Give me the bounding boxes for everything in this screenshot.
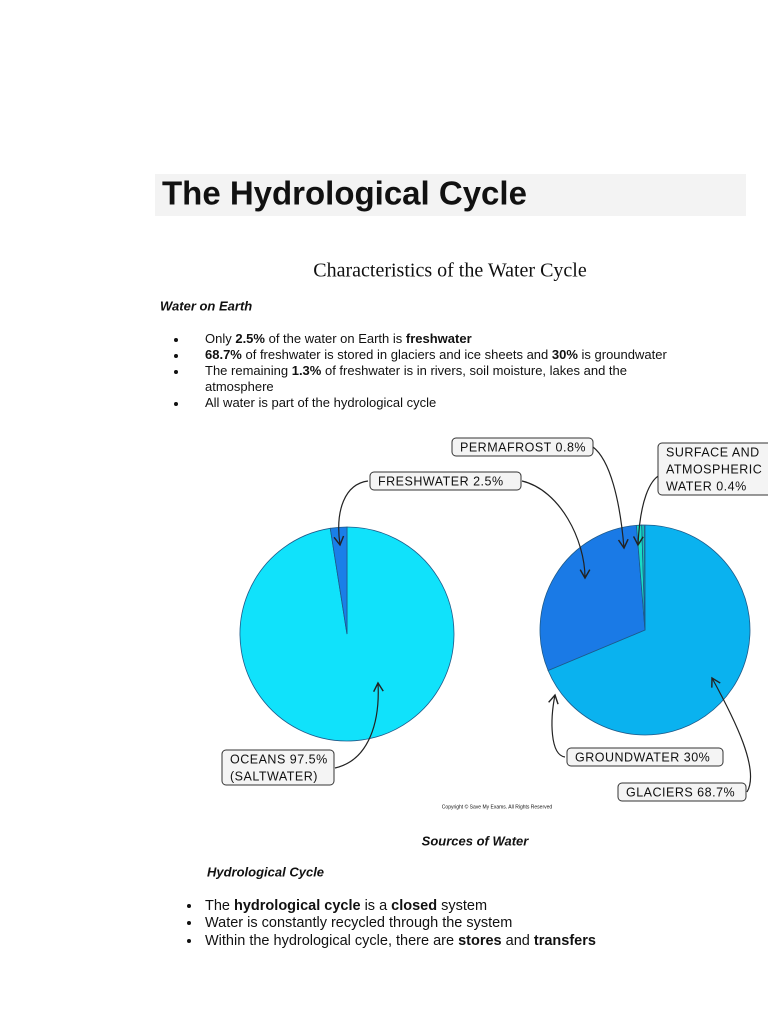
subtitle: Characteristics of the Water Cycle — [313, 260, 587, 282]
bullet-text: atmosphere — [205, 379, 274, 394]
bold-text: 2.5% — [235, 331, 265, 346]
bold-text: 68.7% — [205, 347, 242, 362]
section-heading: Water on Earth — [160, 298, 252, 313]
bullet-text: 68.7% of freshwater is stored in glacier… — [205, 347, 667, 362]
bullet-text: All water is part of the hydrological cy… — [205, 395, 436, 410]
bullet — [187, 921, 191, 925]
slice-label: ATMOSPHERIC — [666, 462, 762, 476]
label-box — [221, 749, 335, 786]
bullet — [174, 338, 178, 342]
label-box — [566, 747, 724, 767]
pie-slice — [641, 524, 646, 631]
bullet — [187, 904, 191, 908]
text: of freshwater is stored in glaciers and … — [242, 347, 552, 362]
label-box — [617, 782, 747, 802]
copyright: Copyright © Save My Exams. All Rights Re… — [442, 803, 553, 810]
figure-caption: Sources of Water — [422, 833, 530, 848]
bold-text: stores — [458, 933, 502, 949]
pie-slice — [239, 526, 455, 742]
text: Water is constantly recycled through the… — [205, 915, 512, 931]
text: All water is part of the hydrological cy… — [205, 395, 436, 410]
slice-label: FRESHWATER 2.5% — [378, 474, 504, 488]
slice-label: GROUNDWATER 30% — [575, 750, 710, 764]
bold-text: hydrological cycle — [234, 898, 361, 914]
bullet-text: Water is constantly recycled through the… — [205, 915, 512, 931]
bold-text: closed — [391, 898, 437, 914]
pie-slice — [539, 524, 646, 672]
bold-text: transfers — [534, 933, 596, 949]
text: The — [205, 898, 234, 914]
bullet-text: The hydrological cycle is a closed syste… — [205, 898, 487, 914]
text: The remaining — [205, 363, 292, 378]
label-box — [369, 471, 522, 491]
arrows — [333, 446, 752, 793]
bullet — [187, 939, 191, 943]
bullet — [174, 370, 178, 374]
slice-label: GLACIERS 68.7% — [626, 785, 735, 799]
text: of the water on Earth is — [265, 331, 406, 346]
text: is groundwater — [578, 347, 668, 362]
slice-label: (SALTWATER) — [230, 769, 318, 783]
section-heading: Hydrological Cycle — [207, 864, 324, 879]
slice-label: WATER 0.4% — [666, 479, 747, 493]
bold-text: 30% — [552, 347, 578, 362]
bullet-text: Only 2.5% of the water on Earth is fresh… — [205, 331, 472, 346]
label-box — [657, 442, 768, 496]
title-band — [155, 174, 746, 216]
text: atmosphere — [205, 379, 274, 394]
text: system — [437, 898, 487, 914]
bold-text: 1.3% — [292, 363, 322, 378]
text: Within the hydrological cycle, there are — [205, 933, 458, 949]
text: of freshwater is in rivers, soil moistur… — [321, 363, 627, 378]
bullet — [174, 354, 178, 358]
bullet — [174, 402, 178, 406]
label-box — [451, 437, 594, 457]
text: is a — [361, 898, 392, 914]
text: Only — [205, 331, 235, 346]
title: The Hydrological Cycle — [162, 175, 527, 212]
bullet-text: The remaining 1.3% of freshwater is in r… — [205, 363, 627, 378]
text: and — [502, 933, 534, 949]
slice-label: SURFACE AND — [666, 445, 760, 459]
pie-slice — [547, 524, 751, 736]
bullet-text: Within the hydrological cycle, there are… — [205, 933, 596, 949]
bold-text: freshwater — [406, 331, 472, 346]
slice-label: OCEANS 97.5% — [230, 752, 328, 766]
slice-label: PERMAFROST 0.8% — [460, 440, 586, 454]
